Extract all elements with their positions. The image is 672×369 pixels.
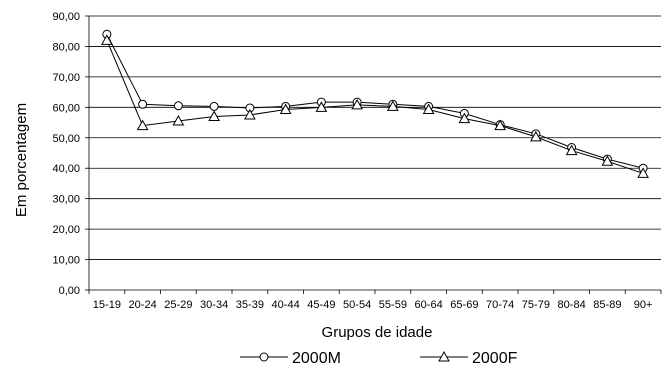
x-tick-label: 75-79 <box>522 299 550 311</box>
data-point-triangle <box>279 103 292 114</box>
gridlines <box>89 15 661 260</box>
legend-triangle-marker <box>438 350 450 362</box>
data-point-circle <box>209 101 219 111</box>
x-tick-label: 30-34 <box>200 299 228 311</box>
data-point-triangle <box>637 167 649 178</box>
y-tick-label: 70,00 <box>52 72 80 84</box>
y-tick-label: 0,00 <box>59 285 80 297</box>
data-point-triangle <box>387 100 399 111</box>
x-tick-label: 85-89 <box>593 299 621 311</box>
x-tick-label: 80-84 <box>558 299 586 311</box>
x-tick-label: 20-24 <box>129 299 157 311</box>
data-point-triangle <box>494 119 506 131</box>
legend-item: 2000F <box>420 350 518 367</box>
data-point-triangle <box>315 101 328 112</box>
y-tick-labels: 0,00 10,00 20,00 30,00 40,00 50,00 60,00 70,00 8… <box>52 11 80 297</box>
data-point-triangle <box>172 115 185 126</box>
data-point-triangle <box>351 98 363 110</box>
legend-label: 2000M <box>292 350 341 367</box>
y-tick-label: 30,00 <box>52 194 80 206</box>
y-axis-title: Em porcentagem <box>13 103 30 217</box>
data-point-circle <box>138 99 148 109</box>
x-tick-label: 45-49 <box>307 299 335 311</box>
x-tick-label: 70-74 <box>486 299 514 311</box>
data-point-circle <box>173 101 183 111</box>
x-tick-labels: 15-19 20-24 25-29 30-34 35-39 40-44 45-49 50-54… <box>93 299 653 311</box>
data-point-triangle <box>530 130 542 142</box>
x-tick-label: 15-19 <box>93 299 121 311</box>
x-tick-label: 90+ <box>634 299 653 311</box>
series <box>101 29 649 178</box>
series-2000M <box>102 29 648 173</box>
legend-label: 2000F <box>472 350 518 367</box>
x-tick-label: 60-64 <box>415 299 443 311</box>
y-tick-label: 10,00 <box>52 255 80 267</box>
x-axis-title: Grupos de idade <box>322 324 433 341</box>
legend-circle-marker <box>259 352 269 362</box>
x-tick-label: 40-44 <box>272 299 300 311</box>
x-tick-label: 35-39 <box>236 299 264 311</box>
data-point-triangle <box>208 110 220 121</box>
legend-item: 2000M <box>240 350 341 367</box>
legend: 2000M 2000F <box>240 350 518 367</box>
x-tick-label: 55-59 <box>379 299 407 311</box>
series-2000F <box>101 34 649 178</box>
data-point-triangle <box>244 108 256 120</box>
data-point-triangle <box>601 155 614 166</box>
y-tick-label: 90,00 <box>52 11 80 23</box>
y-tick-label: 80,00 <box>52 41 80 53</box>
x-tick-label: 50-54 <box>343 299 371 311</box>
series-line <box>106 40 644 174</box>
data-point-triangle <box>101 34 113 45</box>
data-point-triangle <box>422 103 435 114</box>
x-tick-label: 25-29 <box>164 299 192 311</box>
y-tick-label: 50,00 <box>52 133 80 145</box>
x-tick-label: 65-69 <box>450 299 478 311</box>
data-point-triangle <box>565 144 578 156</box>
y-tick-label: 40,00 <box>52 163 80 175</box>
data-point-triangle <box>458 112 471 124</box>
series-line <box>106 34 644 169</box>
y-tick-label: 20,00 <box>52 224 80 236</box>
axes <box>85 15 662 294</box>
data-point-triangle <box>136 119 149 131</box>
y-tick-label: 60,00 <box>52 102 80 114</box>
